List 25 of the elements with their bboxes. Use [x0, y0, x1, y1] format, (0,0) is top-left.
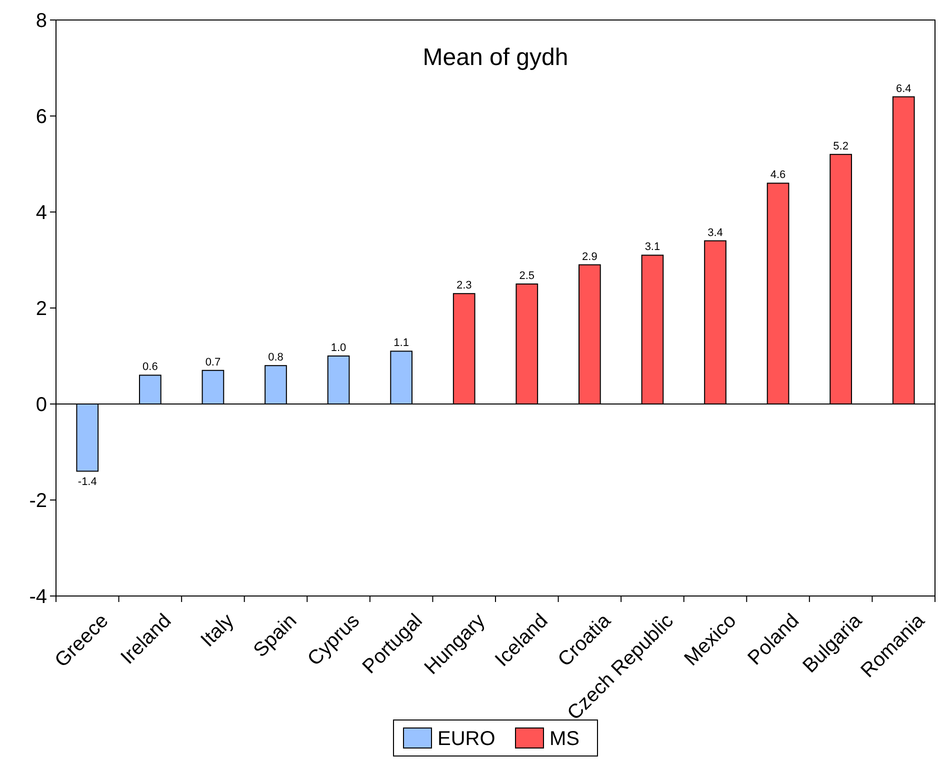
data-label: 6.4: [896, 82, 912, 95]
data-label: 0.7: [205, 356, 221, 368]
legend-label: EURO: [438, 728, 496, 750]
data-label: 5.2: [833, 140, 848, 152]
legend-label: MS: [550, 728, 580, 750]
data-label: 3.1: [644, 241, 660, 254]
data-label: -1.4: [78, 476, 97, 488]
data-label: 2.3: [456, 280, 472, 292]
data-label: 2.9: [582, 250, 598, 263]
data-label: 0.8: [268, 352, 284, 364]
y-tick-label: 2: [36, 298, 47, 320]
y-tick-label: -4: [29, 586, 47, 608]
data-label: 4.6: [770, 169, 786, 182]
data-label: 1.0: [330, 342, 346, 354]
text: Mean of gydh: [422, 44, 568, 71]
y-tick-label: 0: [36, 394, 47, 416]
data-label: 3.4: [708, 226, 723, 239]
y-tick-label: 4: [36, 202, 47, 224]
x-tick-label: Italy: [196, 610, 238, 652]
data-label: 2.5: [519, 270, 535, 282]
data-label: 1.1: [394, 337, 409, 350]
data-label: 0.6: [142, 361, 158, 374]
y-tick-label: 6: [36, 106, 47, 128]
y-tick-label: -2: [29, 490, 47, 512]
y-tick-label: 8: [36, 10, 47, 32]
